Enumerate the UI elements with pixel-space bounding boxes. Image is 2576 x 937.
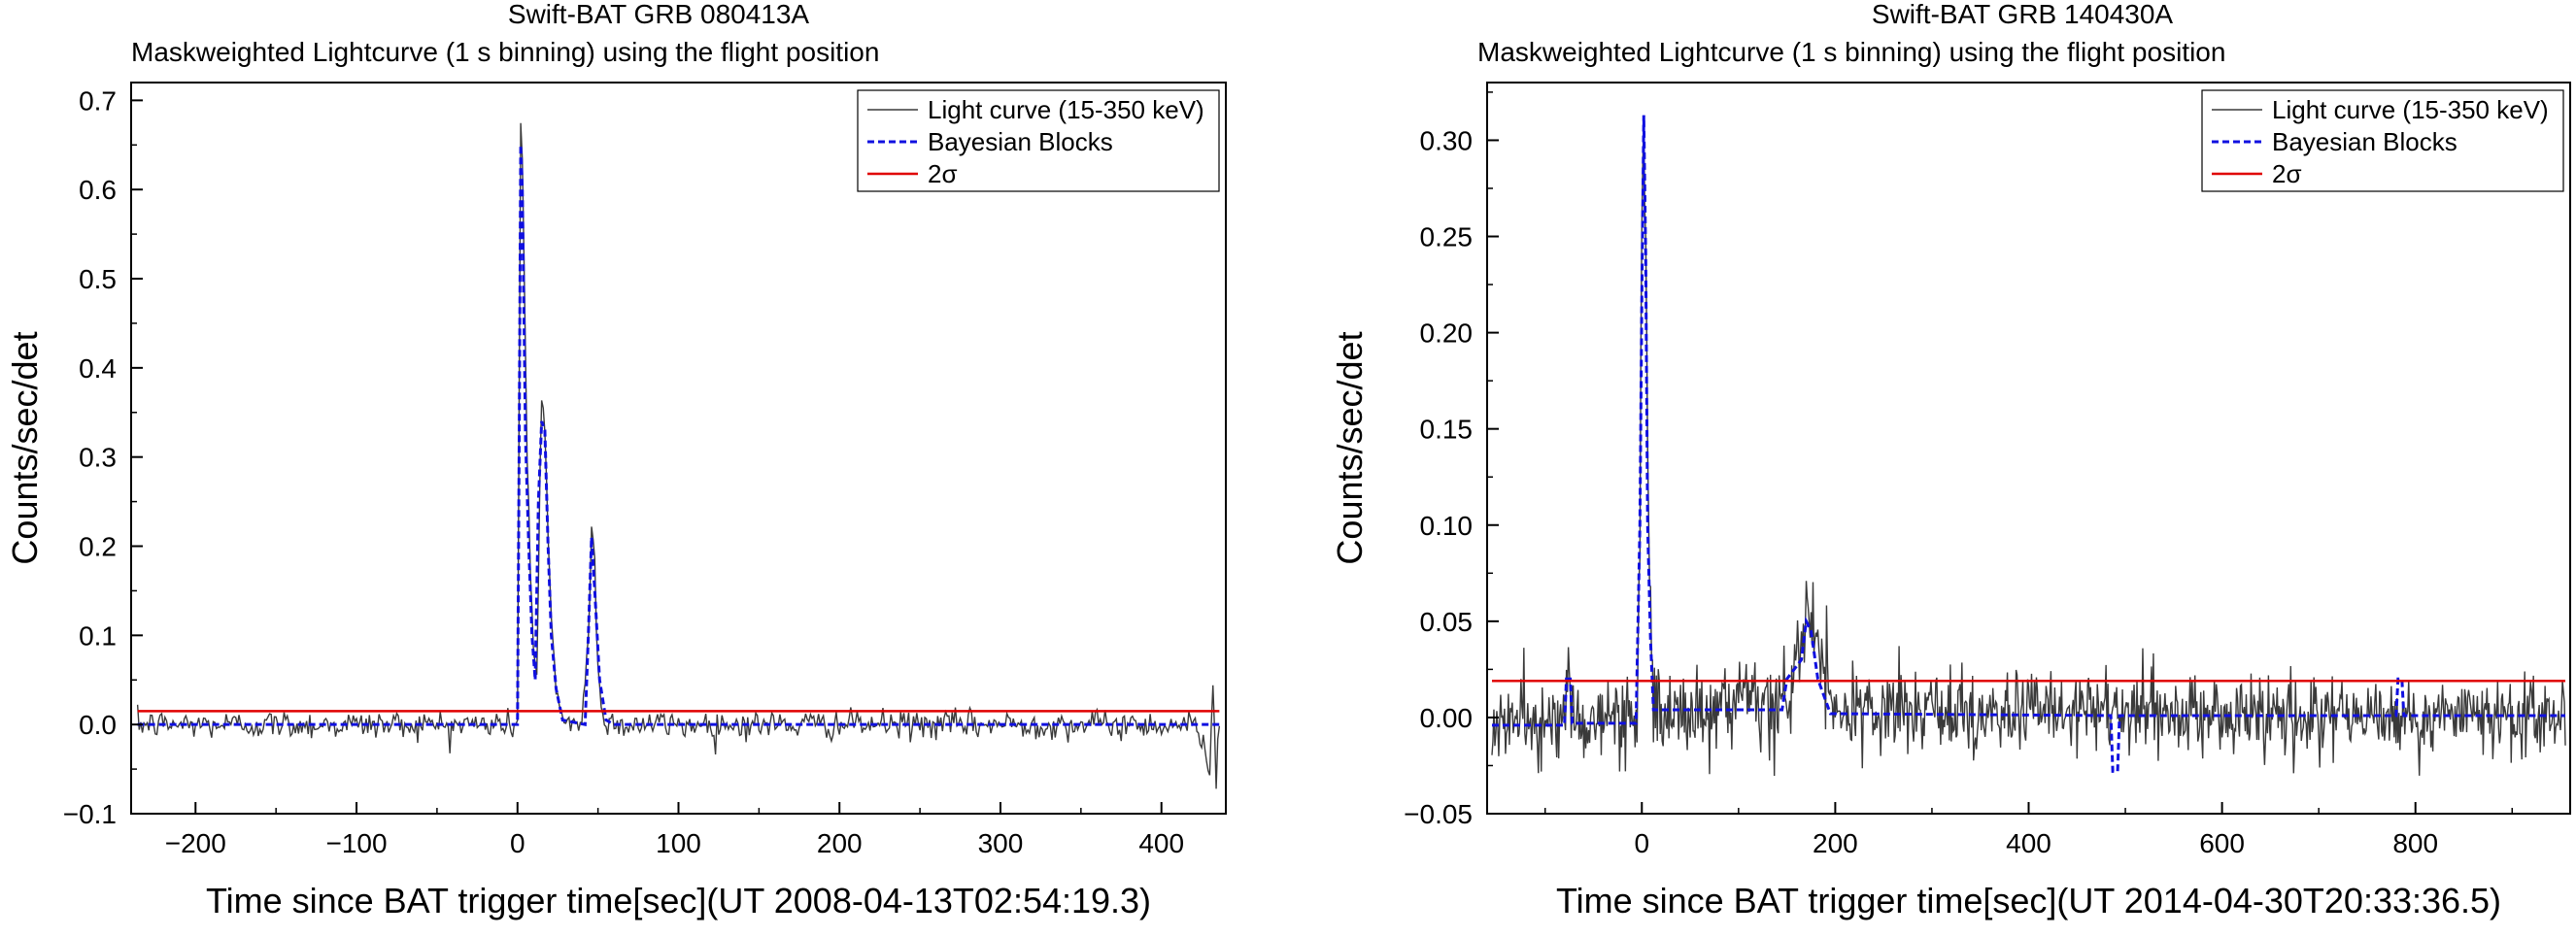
y-tick-label: 0.20 [1420, 318, 1474, 349]
plot-area [136, 122, 1221, 789]
x-axis-label: Time since BAT trigger time[sec](UT 2008… [206, 881, 1151, 920]
axes-frame [130, 82, 1227, 815]
x-tick-label: 400 [1138, 828, 1184, 858]
y-tick-label: 0.1 [79, 620, 117, 651]
x-tick-label: −100 [325, 828, 387, 858]
legend-2sigma-label: 2σ [2272, 159, 2302, 188]
y-tick-label: 0.25 [1420, 222, 1474, 252]
y-axis-label: Counts/sec/det [1330, 331, 1370, 564]
x-tick-label: 400 [2006, 828, 2051, 858]
legend: Light curve (15-350 keV) Bayesian Blocks 2… [857, 89, 1220, 192]
legend-light-curve-label: Light curve (15-350 keV) [928, 95, 1204, 124]
x-tick-label: −200 [165, 828, 226, 858]
y-tick-label: 0.0 [79, 710, 117, 740]
series-light-curve [136, 122, 1221, 789]
y-tick-label: 0.10 [1420, 511, 1474, 541]
x-tick-label: 0 [1634, 828, 1649, 858]
x-tick-label: 0 [510, 828, 525, 858]
y-tick-label: −0.1 [63, 799, 117, 829]
chart-panel-1: Swift-BAT GRB 080413A Maskweighted Lightc… [5, 0, 1227, 920]
legend: Light curve (15-350 keV) Bayesian Blocks 2… [2201, 89, 2564, 192]
x-tick-label: 200 [817, 828, 863, 858]
y-tick-label: 0.30 [1420, 125, 1474, 155]
y-tick-label: 0.5 [79, 264, 117, 294]
x-tick-label: 800 [2392, 828, 2438, 858]
plot-area [1491, 115, 2566, 777]
x-tick-label: 100 [656, 828, 701, 858]
x-tick-label: 300 [978, 828, 1024, 858]
chart-title: Swift-BAT GRB 080413A [508, 0, 810, 29]
x-axis-label: Time since BAT trigger time[sec](UT 2014… [1556, 881, 2501, 920]
x-tick-label: 600 [2199, 828, 2245, 858]
y-tick-label: 0.00 [1420, 703, 1474, 733]
series-bayesian-blocks [137, 145, 1220, 726]
legend-2sigma-label: 2σ [928, 159, 958, 188]
y-tick-label: 0.15 [1420, 415, 1474, 445]
series-light-curve [1491, 117, 2566, 777]
y-tick-label: 0.7 [79, 85, 117, 116]
y-tick-label: 0.05 [1420, 607, 1474, 637]
y-tick-label: −0.05 [1404, 799, 1473, 829]
y-tick-label: 0.2 [79, 532, 117, 562]
legend-bayesian-blocks-label: Bayesian Blocks [2272, 127, 2457, 156]
x-tick-label: 200 [1813, 828, 1858, 858]
series-bayesian-blocks [1491, 115, 2566, 773]
y-tick-label: 0.4 [79, 353, 117, 384]
y-tick-label: 0.6 [79, 175, 117, 205]
legend-bayesian-blocks-label: Bayesian Blocks [928, 127, 1113, 156]
chart-title: Swift-BAT GRB 140430A [1872, 0, 2174, 29]
y-axis-label: Counts/sec/det [5, 331, 45, 564]
chart-panel-2: Swift-BAT GRB 140430A Maskweighted Lightc… [1330, 0, 2571, 920]
chart-subtitle: Maskweighted Lightcurve (1 s binning) us… [1477, 37, 2225, 67]
legend-light-curve-label: Light curve (15-350 keV) [2272, 95, 2549, 124]
chart-subtitle: Maskweighted Lightcurve (1 s binning) us… [131, 37, 879, 67]
y-tick-label: 0.3 [79, 443, 117, 473]
